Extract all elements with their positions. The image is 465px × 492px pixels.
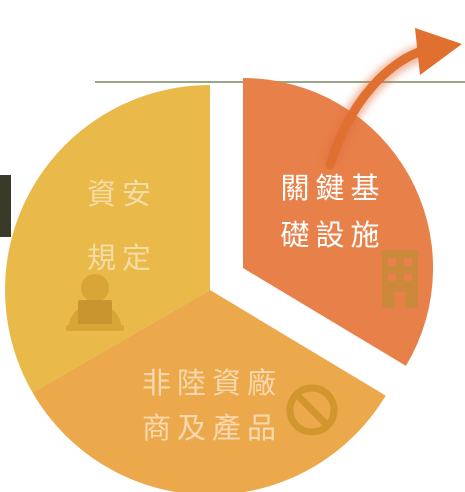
segment-label: 規定 [87, 241, 157, 275]
side-block [0, 175, 11, 237]
building-icon [382, 250, 418, 308]
segment-vendors [32, 290, 386, 492]
segment-label: 非陸資廠 [142, 366, 282, 400]
arrow-head [415, 28, 462, 75]
segment-security [5, 85, 211, 393]
person-icon [66, 274, 124, 331]
arrow [325, 45, 430, 170]
segment-label: 關鍵基 [280, 171, 385, 205]
segment-label: 礎設施 [280, 218, 385, 252]
no-sign-icon [286, 384, 338, 436]
segment-label: 資安 [87, 177, 157, 211]
segment-label: 商及產品 [142, 411, 282, 445]
